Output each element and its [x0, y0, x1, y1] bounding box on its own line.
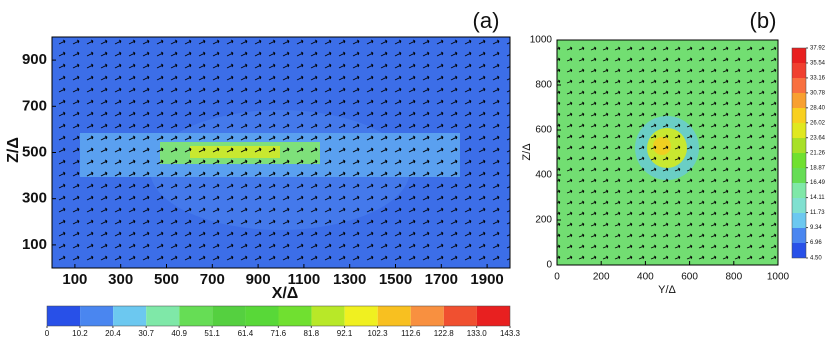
colorbar-label: 10.2	[72, 329, 88, 338]
colorbar-label: 21.26	[810, 150, 826, 156]
colorbar-swatch	[311, 306, 345, 326]
colorbar-swatch	[443, 306, 477, 326]
colorbar-label: 35.54	[810, 61, 826, 67]
colorbar-swatch	[792, 168, 806, 183]
x-tick-label: 300	[108, 271, 133, 288]
colorbar-label: 30.7	[138, 329, 154, 338]
x-tick-label: 1300	[333, 271, 366, 288]
x-tick-label: 1500	[379, 271, 412, 288]
x-tick-label: 1700	[425, 271, 458, 288]
colorbar-label: 16.49	[810, 180, 826, 186]
field-b	[557, 40, 778, 265]
colorbar-label: 18.87	[810, 165, 826, 171]
y-tick-label: 0	[546, 260, 552, 271]
colorbar-label: 14.11	[810, 195, 825, 201]
colorbar-swatch	[113, 306, 147, 326]
x-tick-label: 900	[246, 271, 271, 288]
y-tick-label: 900	[22, 51, 47, 68]
y-tick-label: 500	[22, 143, 47, 160]
colorbar-swatch	[212, 306, 246, 326]
colorbar-label: 11.73	[810, 210, 825, 216]
colorbar-swatch	[377, 306, 411, 326]
colorbar-label: 133.0	[467, 329, 488, 338]
colorbar-label: 6.96	[810, 240, 822, 246]
x-tick-label: 600	[681, 272, 698, 283]
colorbar-label: 112.6	[401, 329, 421, 338]
colorbar-label: 81.8	[304, 329, 320, 338]
plot-frame	[556, 39, 779, 266]
colorbar-label: 37.92	[810, 46, 826, 52]
x-tick-label: 1900	[470, 271, 503, 288]
x-tick-label: 1100	[288, 271, 321, 288]
colorbar-swatch	[792, 78, 806, 93]
colorbar-swatch	[146, 306, 180, 326]
panel-label: (b)	[750, 8, 777, 33]
colorbar-swatch	[80, 306, 114, 326]
y-axis-label: Z/Δ	[5, 137, 22, 163]
colorbar-swatch	[792, 138, 806, 153]
colorbar-label: 122.8	[434, 329, 455, 338]
colorbar-label: 92.1	[337, 329, 353, 338]
colorbar-label: 143.3	[500, 329, 521, 338]
colorbar-label: 9.34	[810, 225, 822, 231]
y-tick-label: 600	[535, 125, 552, 136]
colorbar-swatch	[476, 306, 510, 326]
colorbar-swatch	[792, 48, 806, 63]
y-tick-label: 300	[22, 190, 47, 207]
colorbar-label: 33.16	[810, 75, 826, 81]
y-tick-label: 200	[535, 215, 552, 226]
colorbar-swatch	[47, 306, 81, 326]
x-tick-label: 100	[62, 271, 87, 288]
colorbar-label: 30.78	[810, 90, 826, 96]
colorbar-swatch	[792, 213, 806, 228]
x-tick-label: 700	[200, 271, 225, 288]
x-tick-label: 200	[593, 272, 610, 283]
x-tick-label: 1000	[767, 272, 790, 283]
colorbar-label: 20.4	[105, 329, 121, 338]
colorbar-swatch	[792, 183, 806, 198]
colorbar-label: 71.6	[271, 329, 287, 338]
colorbar-swatch	[792, 123, 806, 138]
colorbar-label: 102.3	[368, 329, 389, 338]
colorbar-label: 40.9	[171, 329, 187, 338]
colorbar-swatch	[792, 63, 806, 78]
colorbar-label: 0	[45, 329, 50, 338]
x-tick-label: 500	[154, 271, 179, 288]
colorbar-swatch	[792, 198, 806, 213]
colorbar-label: 28.40	[810, 105, 826, 111]
y-tick-label: 700	[22, 97, 47, 114]
colorbar-swatch	[179, 306, 213, 326]
colorbar-swatch	[278, 306, 312, 326]
field-a	[52, 37, 510, 268]
colorbar-swatch	[410, 306, 444, 326]
colorbar-swatch	[792, 93, 806, 108]
colorbar-swatch	[792, 108, 806, 123]
colorbar-swatch	[792, 243, 806, 258]
colorbar-swatch	[344, 306, 378, 326]
colorbar-label: 51.1	[204, 329, 220, 338]
x-tick-label: 0	[554, 272, 560, 283]
colorbar-label: 61.4	[238, 329, 254, 338]
y-tick-label: 800	[535, 80, 552, 91]
colorbar-swatch	[792, 153, 806, 168]
y-axis-label: Z/Δ	[521, 143, 533, 161]
colorbar-label: 23.64	[810, 135, 826, 141]
colorbar-label: 4.50	[810, 256, 822, 262]
x-axis-label: Y/Δ	[658, 284, 676, 296]
colorbar-swatch	[792, 228, 806, 243]
panel-label: (a)	[473, 8, 500, 33]
y-tick-label: 1000	[530, 35, 553, 46]
y-tick-label: 100	[22, 236, 47, 253]
y-tick-label: 400	[535, 170, 552, 181]
colorbar-label: 26.02	[810, 120, 826, 126]
x-tick-label: 800	[725, 272, 742, 283]
x-tick-label: 400	[637, 272, 654, 283]
colorbar-swatch	[245, 306, 279, 326]
x-axis-label: X/Δ	[272, 285, 299, 302]
